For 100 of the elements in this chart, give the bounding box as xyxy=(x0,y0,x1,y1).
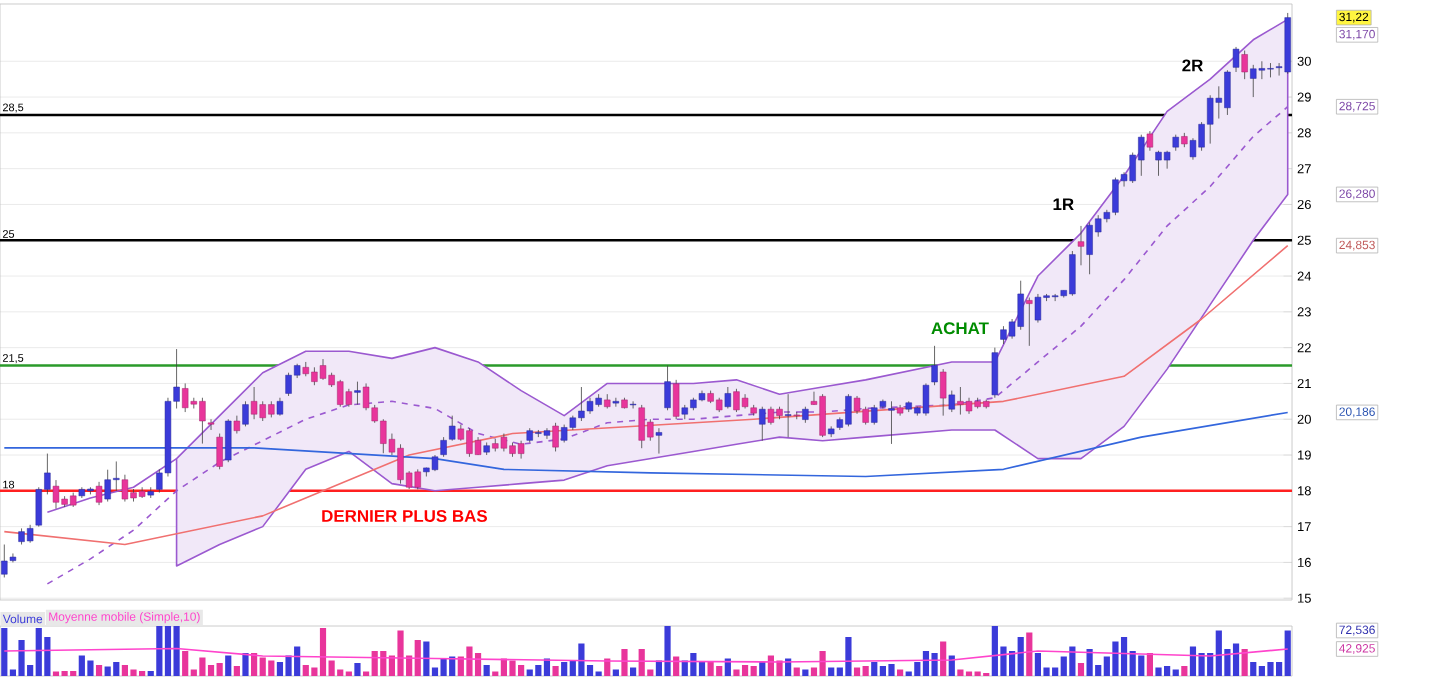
bar xyxy=(1241,649,1248,676)
candlestick xyxy=(939,368,947,417)
bar xyxy=(354,663,361,676)
candlestick xyxy=(225,418,232,463)
bar xyxy=(104,666,111,676)
candlestick xyxy=(664,365,671,411)
bar xyxy=(526,669,533,676)
bar xyxy=(957,669,964,676)
bar xyxy=(285,655,292,676)
bar xyxy=(940,641,947,676)
bar xyxy=(182,651,189,676)
bar xyxy=(1181,666,1188,676)
bar xyxy=(130,669,137,676)
bar xyxy=(561,662,568,676)
bar xyxy=(535,665,542,676)
bar xyxy=(638,649,645,676)
line-series xyxy=(3,244,1289,546)
candlestick xyxy=(207,418,215,431)
bar xyxy=(888,664,895,676)
bar xyxy=(233,666,240,676)
bar xyxy=(87,660,94,676)
bar xyxy=(629,667,637,676)
bar xyxy=(1198,653,1205,676)
bar xyxy=(173,626,180,676)
bar xyxy=(845,637,852,676)
bar xyxy=(871,662,878,676)
bar xyxy=(759,662,766,676)
bar xyxy=(319,628,327,676)
candlestick xyxy=(655,427,663,454)
bar xyxy=(1267,662,1274,676)
annotation: 1R xyxy=(1053,198,1074,211)
bar xyxy=(250,653,258,676)
bar xyxy=(225,655,232,676)
candlestick xyxy=(319,358,327,381)
bar xyxy=(552,666,559,676)
bar xyxy=(1172,669,1179,676)
annotation: 2R xyxy=(1182,59,1203,72)
annotation: ACHAT xyxy=(931,322,989,335)
bar xyxy=(1034,653,1042,676)
bar xyxy=(1138,655,1145,676)
candlestick xyxy=(449,415,456,442)
candlestick xyxy=(1163,150,1171,170)
bar xyxy=(1112,641,1119,676)
line-series xyxy=(3,411,1289,478)
candlestick xyxy=(233,415,241,434)
bar xyxy=(922,651,930,676)
bar xyxy=(113,662,120,676)
candlestick xyxy=(672,379,680,420)
bar xyxy=(1284,630,1291,676)
bar xyxy=(1,628,8,676)
candlestick xyxy=(1241,50,1248,80)
candlestick xyxy=(1026,297,1033,347)
bar xyxy=(819,651,826,676)
candlestick xyxy=(991,347,999,399)
bar xyxy=(207,665,215,676)
candlestick xyxy=(242,400,249,427)
candlestick xyxy=(216,433,223,470)
bar xyxy=(242,653,249,676)
bar xyxy=(1232,643,1240,676)
bar xyxy=(1086,649,1093,676)
bar xyxy=(621,649,628,676)
candlestick xyxy=(52,479,60,510)
bar xyxy=(440,658,447,676)
bar xyxy=(483,665,490,676)
candlestick xyxy=(1034,293,1042,323)
candlestick xyxy=(888,400,895,445)
annotation: DERNIER PLUS BAS xyxy=(322,509,487,522)
candlestick xyxy=(759,406,766,442)
candlestick xyxy=(440,436,447,458)
candlestick xyxy=(1146,130,1154,152)
bar xyxy=(466,646,473,676)
candlestick xyxy=(138,486,146,499)
bar xyxy=(741,665,749,676)
bar xyxy=(612,669,619,676)
candlestick xyxy=(784,393,792,438)
bar xyxy=(578,643,585,676)
bar xyxy=(95,665,103,676)
bar xyxy=(18,640,25,676)
bar xyxy=(664,626,671,676)
bar xyxy=(268,660,275,676)
bar xyxy=(216,663,223,676)
bar xyxy=(802,669,809,676)
candlestick xyxy=(1250,64,1257,98)
bar xyxy=(853,667,861,676)
bar xyxy=(690,653,697,676)
bar xyxy=(302,665,309,676)
bar xyxy=(1155,667,1162,676)
bar xyxy=(259,657,266,676)
bar xyxy=(793,667,800,676)
bar xyxy=(423,641,430,676)
candlestick xyxy=(354,381,361,405)
candlestick xyxy=(182,383,189,413)
candlestick xyxy=(121,474,129,502)
bar xyxy=(276,662,284,676)
candlestick xyxy=(948,390,955,413)
bar xyxy=(828,667,835,676)
bar xyxy=(371,651,378,676)
bar xyxy=(1120,637,1128,676)
bar xyxy=(931,653,938,676)
candlestick xyxy=(552,422,559,452)
